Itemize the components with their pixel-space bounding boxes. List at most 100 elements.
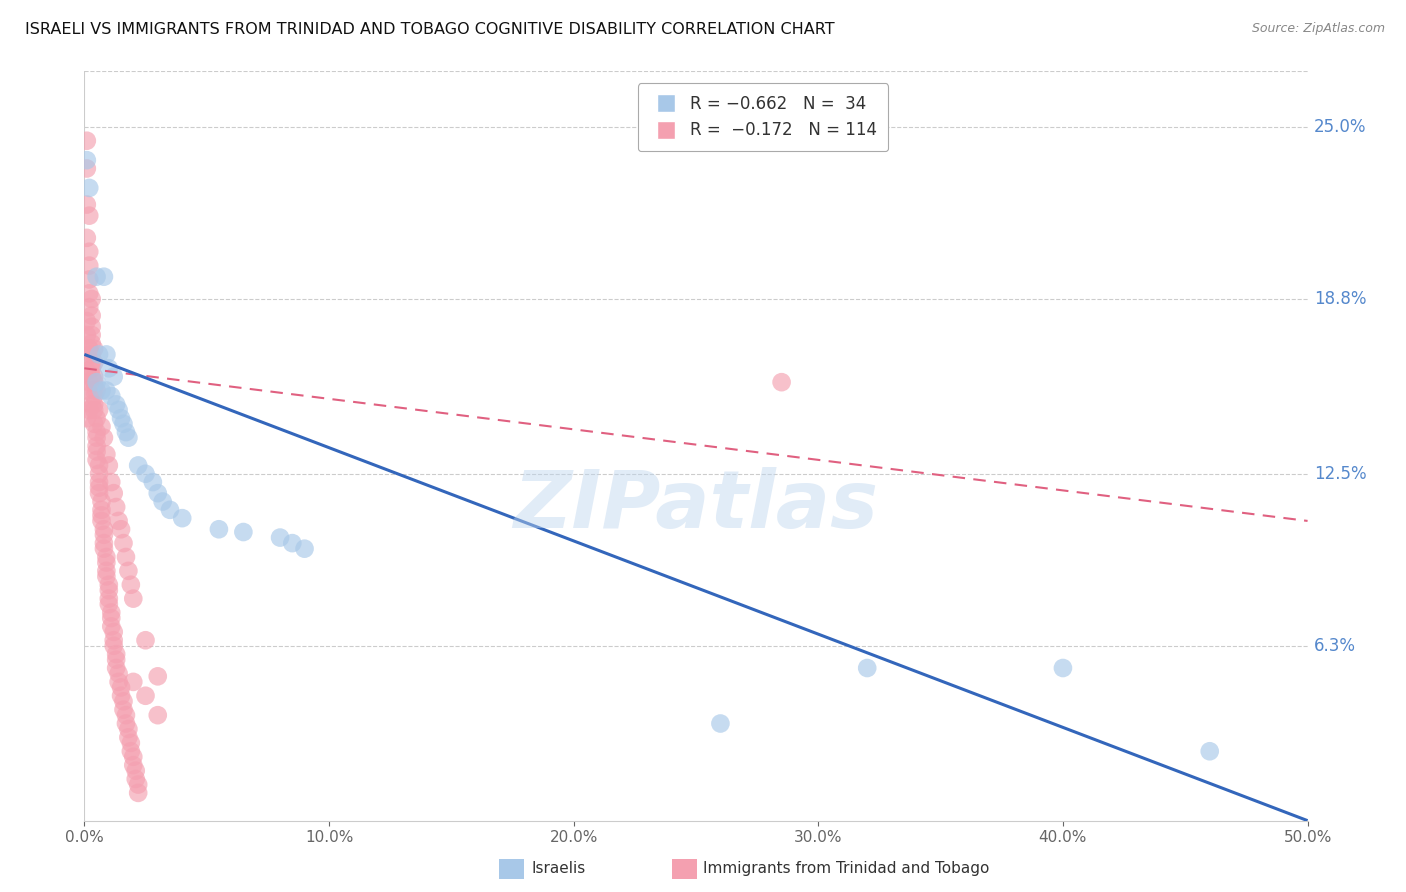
Point (86, 411, 108, 425)
Point (103, 369, 125, 384)
Point (86, 431, 108, 445)
Point (709, 716, 731, 731)
Point (77, 181, 100, 195)
Point (76, 153, 98, 168)
Point (90, 419, 112, 434)
Point (115, 425, 138, 439)
Point (122, 674, 145, 689)
Point (83, 369, 105, 384)
Point (93, 269, 115, 284)
Point (86, 453, 108, 467)
Point (107, 514, 129, 528)
Point (856, 661, 879, 675)
Point (83, 417, 105, 431)
Point (90, 494, 112, 508)
Point (120, 578, 142, 592)
Point (142, 475, 165, 489)
Point (80, 336, 103, 351)
Point (122, 758, 145, 772)
Point (80, 319, 103, 334)
Point (100, 619, 122, 633)
Point (80, 309, 103, 323)
Point (97, 583, 120, 598)
Point (80, 328, 103, 343)
Point (86, 439, 108, 453)
Point (76, 364, 98, 378)
Point (115, 549, 138, 564)
Point (77, 272, 100, 286)
Point (87, 475, 110, 489)
Point (77, 300, 100, 314)
Point (80, 361, 103, 376)
Point (83, 403, 105, 417)
Point (80, 397, 103, 411)
Point (93, 431, 115, 445)
Point (80, 356, 103, 370)
Point (172, 511, 194, 525)
Point (83, 342, 105, 356)
Point (117, 431, 139, 445)
Point (135, 689, 157, 703)
Point (146, 708, 169, 723)
Point (135, 633, 157, 648)
Point (76, 197, 98, 211)
Point (97, 591, 120, 606)
Point (76, 411, 98, 425)
Point (105, 647, 128, 661)
Point (103, 639, 125, 653)
Point (120, 744, 142, 758)
Point (110, 411, 132, 425)
Point (86, 375, 108, 389)
Point (96, 564, 118, 578)
Point (77, 403, 100, 417)
Point (90, 508, 112, 523)
Point (86, 269, 108, 284)
Point (127, 778, 149, 792)
Point (112, 417, 135, 431)
Point (127, 786, 149, 800)
Point (96, 556, 118, 570)
Point (80, 369, 103, 384)
Point (97, 361, 120, 376)
Point (76, 328, 98, 343)
Point (77, 342, 100, 356)
Point (146, 669, 169, 683)
Point (107, 674, 129, 689)
Point (232, 524, 254, 539)
Point (110, 681, 132, 695)
Point (80, 292, 103, 306)
Point (96, 347, 118, 361)
Point (115, 716, 138, 731)
Point (110, 522, 132, 536)
Point (80, 347, 103, 361)
Point (105, 653, 128, 667)
Point (103, 633, 125, 648)
Point (112, 536, 135, 550)
Point (97, 458, 120, 473)
Point (103, 486, 125, 500)
Point (97, 597, 120, 611)
Point (83, 397, 105, 411)
Text: 18.8%: 18.8% (1313, 290, 1367, 308)
Point (770, 375, 793, 389)
Point (146, 486, 169, 500)
Point (83, 375, 105, 389)
Point (100, 475, 122, 489)
Point (77, 259, 100, 273)
Point (76, 161, 98, 176)
Point (77, 342, 100, 356)
Point (77, 244, 100, 259)
Text: 25.0%: 25.0% (1313, 118, 1367, 136)
Point (87, 458, 110, 473)
Point (159, 503, 181, 517)
Point (93, 541, 115, 556)
Point (105, 397, 128, 411)
Point (86, 425, 108, 439)
Point (77, 209, 100, 223)
Point (115, 708, 138, 723)
Point (83, 384, 105, 398)
Point (125, 772, 148, 786)
Point (117, 564, 139, 578)
Point (208, 522, 231, 536)
Point (1052, 661, 1074, 675)
